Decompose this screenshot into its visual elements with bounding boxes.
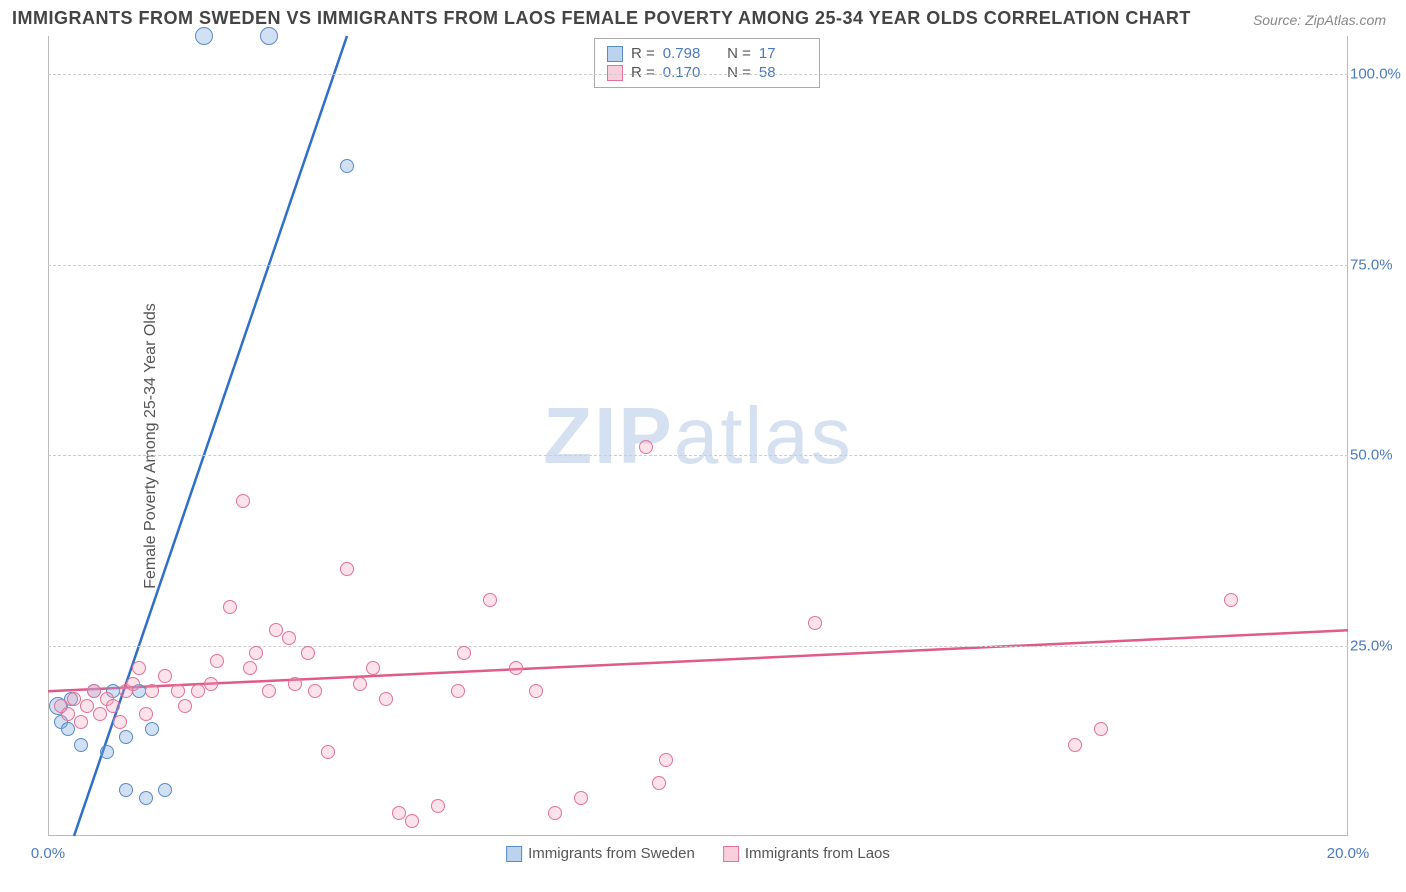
legend: Immigrants from Sweden Immigrants from La… <box>506 845 890 862</box>
data-point <box>61 707 75 721</box>
data-point <box>113 715 127 729</box>
legend-swatch <box>506 846 522 862</box>
trend-line <box>48 630 1348 691</box>
data-point <box>405 814 419 828</box>
data-point <box>548 806 562 820</box>
legend-item: Immigrants from Laos <box>723 845 890 862</box>
legend-label: Immigrants from Sweden <box>528 845 695 862</box>
data-point <box>340 562 354 576</box>
data-point <box>93 707 107 721</box>
data-point <box>1224 593 1238 607</box>
data-point <box>74 738 88 752</box>
data-point <box>659 753 673 767</box>
data-point <box>392 806 406 820</box>
data-point <box>145 684 159 698</box>
data-point <box>340 159 354 173</box>
x-tick-label: 20.0% <box>1327 845 1370 862</box>
data-point <box>74 715 88 729</box>
data-point <box>529 684 543 698</box>
data-point <box>100 745 114 759</box>
data-point <box>308 684 322 698</box>
data-point <box>67 692 81 706</box>
data-point <box>236 494 250 508</box>
y-tick-label: 100.0% <box>1350 66 1400 83</box>
data-point <box>652 776 666 790</box>
gridline <box>48 455 1348 456</box>
data-point <box>119 783 133 797</box>
chart-title: IMMIGRANTS FROM SWEDEN VS IMMIGRANTS FRO… <box>12 8 1191 29</box>
data-point <box>1068 738 1082 752</box>
y-tick-label: 75.0% <box>1350 256 1400 273</box>
data-point <box>1094 722 1108 736</box>
data-point <box>260 27 278 45</box>
data-point <box>139 791 153 805</box>
data-point <box>353 677 367 691</box>
gridline <box>48 265 1348 266</box>
legend-item: Immigrants from Sweden <box>506 845 695 862</box>
data-point <box>119 730 133 744</box>
trend-lines <box>48 36 1348 836</box>
x-tick-label: 0.0% <box>31 845 65 862</box>
y-tick-label: 25.0% <box>1350 637 1400 654</box>
data-point <box>243 661 257 675</box>
data-point <box>191 684 205 698</box>
legend-swatch <box>723 846 739 862</box>
data-point <box>639 440 653 454</box>
data-point <box>431 799 445 813</box>
data-point <box>366 661 380 675</box>
data-point <box>808 616 822 630</box>
data-point <box>145 722 159 736</box>
gridline <box>48 74 1348 75</box>
data-point <box>301 646 315 660</box>
legend-label: Immigrants from Laos <box>745 845 890 862</box>
data-point <box>195 27 213 45</box>
gridline <box>48 646 1348 647</box>
data-point <box>223 600 237 614</box>
data-point <box>249 646 263 660</box>
data-point <box>210 654 224 668</box>
data-point <box>171 684 185 698</box>
data-point <box>451 684 465 698</box>
data-point <box>379 692 393 706</box>
data-point <box>509 661 523 675</box>
data-point <box>132 661 146 675</box>
scatter-plot: ZIPatlas R = 0.798 N = 17R = 0.170 N = 5… <box>48 36 1348 836</box>
data-point <box>282 631 296 645</box>
data-point <box>483 593 497 607</box>
data-point <box>269 623 283 637</box>
data-point <box>126 677 140 691</box>
data-point <box>457 646 471 660</box>
data-point <box>139 707 153 721</box>
data-point <box>61 722 75 736</box>
data-point <box>262 684 276 698</box>
data-point <box>321 745 335 759</box>
data-point <box>106 699 120 713</box>
data-point <box>158 669 172 683</box>
data-point <box>288 677 302 691</box>
source-label: Source: ZipAtlas.com <box>1253 12 1386 28</box>
y-tick-label: 50.0% <box>1350 447 1400 464</box>
data-point <box>87 684 101 698</box>
data-point <box>158 783 172 797</box>
data-point <box>80 699 94 713</box>
data-point <box>204 677 218 691</box>
data-point <box>574 791 588 805</box>
data-point <box>178 699 192 713</box>
